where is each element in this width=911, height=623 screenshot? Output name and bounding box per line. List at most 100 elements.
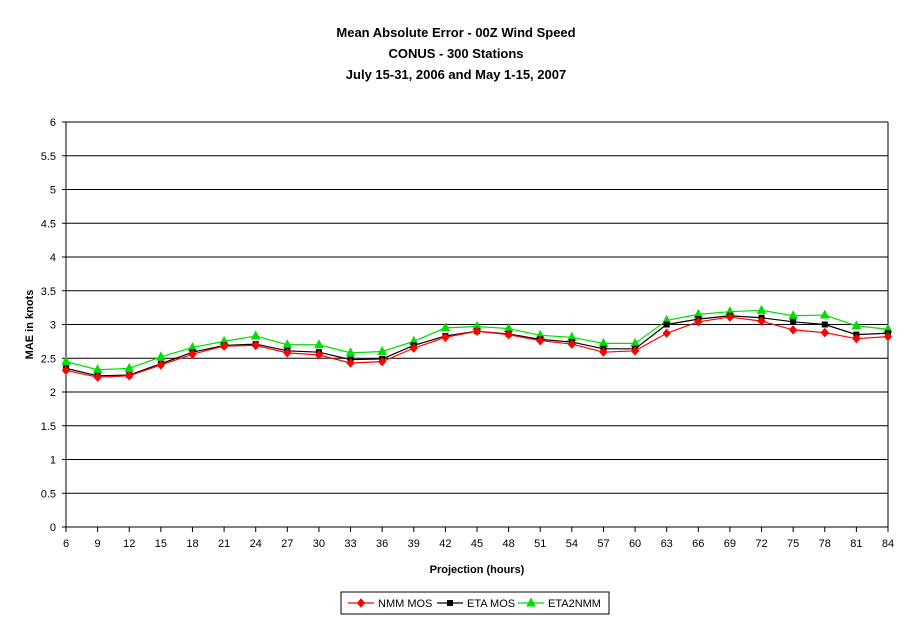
data-point — [314, 339, 324, 349]
y-tick-label: 2.5 — [41, 353, 56, 365]
data-point — [409, 343, 418, 353]
data-point — [61, 365, 71, 376]
x-tick-label: 39 — [408, 538, 420, 550]
data-point — [282, 339, 293, 349]
x-tick-labels: 6 9 12 15 18 21 24 27 30 33 36 39 42 45 48 51 54 57 60 63 66… — [63, 527, 894, 550]
data-point — [504, 329, 513, 340]
y-tick-label: 5.5 — [41, 151, 56, 163]
data-point — [630, 346, 640, 356]
x-tick-label: 45 — [471, 538, 483, 550]
x-tick-label: 66 — [692, 538, 704, 550]
legend-box — [340, 591, 610, 615]
legend-label: ETA2NMM — [548, 598, 601, 610]
data-point — [851, 320, 862, 330]
y-tick-label: 5 — [50, 185, 56, 197]
x-tick-label: 21 — [218, 538, 230, 550]
y-tick-label: 2 — [50, 387, 56, 399]
series-nmm-mos — [61, 312, 893, 382]
y-tick-label: 1 — [50, 455, 56, 467]
legend-marker — [356, 598, 366, 608]
data-point — [788, 310, 798, 320]
data-point — [283, 348, 292, 358]
data-point — [314, 350, 324, 360]
x-tick-label: 30 — [313, 538, 325, 550]
data-point — [790, 318, 797, 325]
x-tick-label: 24 — [250, 538, 262, 550]
data-point — [441, 332, 450, 343]
x-tick-label: 57 — [597, 538, 609, 550]
x-tick-label: 9 — [95, 538, 101, 550]
series-eta2nmm — [61, 304, 893, 374]
data-point — [251, 340, 260, 351]
x-tick-label: 33 — [344, 538, 356, 550]
data-point — [377, 356, 387, 367]
y-tick-labels: 0 0.5 1 1.5 2 2.5 3 3.5 4 4.5 5 5.5 6 — [41, 117, 56, 534]
data-point — [757, 316, 766, 326]
legend-item: ETA2NMM — [518, 597, 601, 610]
data-point — [93, 372, 102, 382]
x-tick-label: 84 — [882, 538, 894, 550]
x-tick-label: 36 — [376, 538, 388, 550]
data-point — [188, 349, 197, 359]
legend-marker — [526, 597, 536, 607]
data-point — [725, 312, 735, 322]
data-point — [883, 331, 893, 342]
legend: NMM MOS ETA MOS ETA2NMM — [340, 591, 610, 615]
data-point — [599, 347, 608, 357]
data-point — [852, 333, 861, 344]
x-tick-label: 15 — [155, 538, 167, 550]
x-tick-label: 12 — [123, 538, 135, 550]
data-point — [820, 327, 829, 338]
data-point — [567, 339, 577, 349]
x-tick-label: 69 — [724, 538, 736, 550]
y-tick-label: 0.5 — [41, 488, 56, 500]
x-tick-label: 18 — [186, 538, 198, 550]
y-tick-label: 3 — [50, 320, 56, 332]
data-point — [156, 351, 166, 361]
series-line — [65, 309, 889, 371]
y-tick-label: 0 — [50, 522, 56, 534]
data-point — [125, 371, 134, 381]
legend-item: ETA MOS — [437, 598, 515, 610]
data-point — [756, 304, 767, 314]
legend-marker — [447, 600, 453, 606]
legend-label: ETA MOS — [467, 598, 515, 610]
y-tick-label: 3.5 — [41, 286, 56, 298]
series-lines — [61, 304, 893, 382]
x-tick-label: 72 — [755, 538, 767, 550]
data-point — [61, 356, 71, 366]
data-point — [472, 326, 482, 337]
x-tick-label: 75 — [787, 538, 799, 550]
data-point — [819, 309, 830, 319]
data-point — [630, 337, 640, 347]
chart-title-line: Mean Absolute Error - 00Z Wind Speed — [336, 25, 575, 40]
data-point — [345, 347, 356, 357]
x-tick-label: 27 — [281, 538, 293, 550]
gridlines — [62, 121, 888, 528]
x-axis-label: Projection (hours) — [430, 564, 525, 576]
data-point — [821, 321, 828, 328]
data-point — [377, 345, 387, 355]
x-tick-label: 6 — [63, 538, 69, 550]
x-tick-label: 60 — [629, 538, 641, 550]
chart-title-line: July 15-31, 2006 and May 1-15, 2007 — [346, 67, 566, 82]
y-tick-label: 4.5 — [41, 218, 56, 230]
data-point — [662, 328, 671, 339]
y-axis-label: MAE in knots — [24, 290, 36, 360]
y-tick-label: 4 — [50, 252, 56, 264]
y-tick-label: 6 — [50, 117, 56, 129]
data-point — [536, 335, 545, 346]
data-point — [663, 321, 670, 328]
x-tick-label: 42 — [439, 538, 451, 550]
x-tick-label: 48 — [502, 538, 514, 550]
data-point — [219, 341, 229, 351]
x-tick-label: 54 — [566, 538, 578, 550]
data-point — [346, 358, 355, 368]
legend-item: NMM MOS — [348, 598, 432, 610]
legend-label: NMM MOS — [378, 598, 432, 610]
chart-title: Mean Absolute Error - 00Z Wind Speed CONU… — [336, 25, 575, 82]
data-point — [788, 325, 798, 335]
data-point — [250, 330, 261, 340]
data-point — [156, 360, 166, 370]
